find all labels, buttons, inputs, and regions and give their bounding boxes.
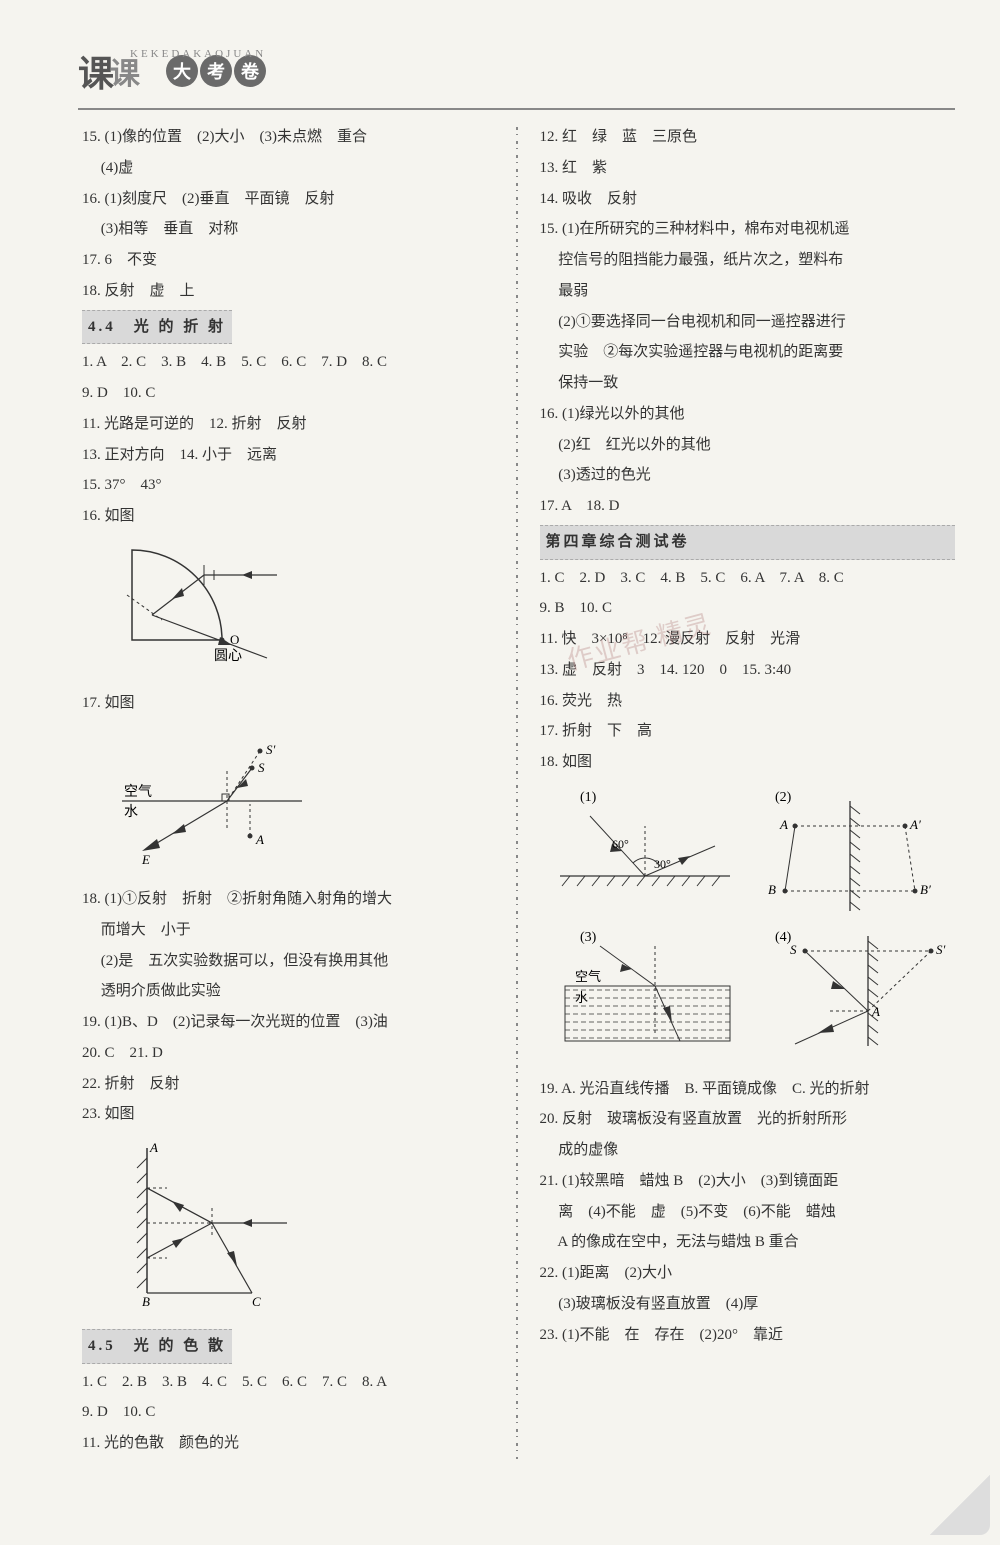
section-heading: 4.5 光 的 色 散 [82, 1329, 232, 1364]
header-ke-1: 课 [78, 45, 114, 97]
section-heading: 第四章综合测试卷 [540, 525, 956, 560]
label-S: S [258, 760, 265, 775]
answer-line: (2)①要选择同一台电视机和同一遥控器进行 [540, 307, 956, 338]
label-water: 水 [124, 804, 138, 820]
label-S: S [790, 942, 797, 957]
label-Sp: S′ [936, 942, 946, 957]
label-A: A [255, 832, 264, 847]
answer-line: 21. (1)较黑暗 蜡烛 B (2)大小 (3)到镜面距 [540, 1166, 956, 1197]
label-C: C [252, 1294, 261, 1308]
label-30: 30° [654, 857, 671, 871]
answer-line: 9. D 10. C [82, 378, 498, 409]
label-center: 圆心 [214, 648, 242, 664]
left-column: 15. (1)像的位置 (2)大小 (3)未点燃 重合 (4)虚 16. (1)… [82, 122, 516, 1459]
answer-line: (3)相等 垂直 对称 [82, 214, 498, 245]
answer-line: 17. A 18. D [540, 491, 956, 522]
answer-line: (2)是 五次实验数据可以，但没有换用其他 [82, 946, 498, 977]
answer-line: (4)虚 [82, 153, 498, 184]
answer-line: 1. C 2. B 3. B 4. C 5. C 6. C 7. C 8. A [82, 1367, 498, 1398]
label-1: (1) [580, 790, 597, 805]
answer-line: 15. (1)在所研究的三种材料中，棉布对电视机遥 [540, 214, 956, 245]
answer-line: (2)红 红光以外的其他 [540, 430, 956, 461]
answer-line: 16. 荧光 热 [540, 686, 956, 717]
figure-17: 空气 水 S′ S A E [112, 726, 498, 878]
answer-line: 14. 吸收 反射 [540, 184, 956, 215]
answer-line: 11. 光路是可逆的 12. 折射 反射 [82, 409, 498, 440]
answer-line: 1. A 2. C 3. B 4. B 5. C 6. C 7. D 8. C [82, 347, 498, 378]
answer-line: (3)玻璃板没有竖直放置 (4)厚 [540, 1289, 956, 1320]
answer-line: 12. 红 绿 蓝 三原色 [540, 122, 956, 153]
label-60: 60° [612, 837, 629, 851]
answer-line: 18. 反射 虚 上 [82, 276, 498, 307]
answer-line: 20. 反射 玻璃板没有竖直放置 光的折射所形 [540, 1104, 956, 1135]
answer-line: 18. (1)①反射 折射 ②折射角随入射角的增大 [82, 884, 498, 915]
answer-line: 13. 红 紫 [540, 153, 956, 184]
answer-line: 17. 6 不变 [82, 245, 498, 276]
label-Sp: S′ [266, 742, 276, 757]
right-column: 12. 红 绿 蓝 三原色 13. 红 紫 14. 吸收 反射 15. (1)在… [518, 122, 956, 1459]
answer-line: 控信号的阻挡能力最强，纸片次之，塑料布 [540, 245, 956, 276]
label-air: 空气 [575, 969, 601, 984]
answer-line: 17. 折射 下 高 [540, 716, 956, 747]
answer-line: 最弱 [540, 276, 956, 307]
answer-line: 而增大 小于 [82, 915, 498, 946]
content-area: 15. (1)像的位置 (2)大小 (3)未点燃 重合 (4)虚 16. (1)… [0, 107, 1000, 1459]
answer-line: 20. C 21. D [82, 1038, 498, 1069]
answer-line: 1. C 2. D 3. C 4. B 5. C 6. A 7. A 8. C [540, 563, 956, 594]
answer-line: 离 (4)不能 虚 (5)不变 (6)不能 蜡烛 [540, 1197, 956, 1228]
answer-line: 23. 如图 [82, 1099, 498, 1130]
label-Bp: B′ [920, 882, 931, 897]
answer-line: 13. 正对方向 14. 小于 远离 [82, 440, 498, 471]
answer-line: 19. (1)B、D (2)记录每一次光斑的位置 (3)油 [82, 1007, 498, 1038]
label-2: (2) [775, 790, 792, 805]
header-rule [78, 108, 955, 110]
page-header: 课 课 KEKEDAKAOJUAN 大 考 卷 [0, 0, 1000, 107]
answer-line: A 的像成在空中，无法与蜡烛 B 重合 [540, 1227, 956, 1258]
label-air: 空气 [124, 784, 152, 800]
figure-16: O 圆心 [112, 540, 498, 682]
answer-line: 成的虚像 [540, 1135, 956, 1166]
answer-line: 15. (1)像的位置 (2)大小 (3)未点燃 重合 [82, 122, 498, 153]
section-heading: 4.4 光 的 折 射 [82, 310, 232, 345]
label-A: A [779, 817, 788, 832]
answer-line: (3)透过的色光 [540, 460, 956, 491]
answer-line: 11. 光的色散 颜色的光 [82, 1428, 498, 1459]
answer-line: 23. (1)不能 在 存在 (2)20° 靠近 [540, 1320, 956, 1351]
answer-line: 22. (1)距离 (2)大小 [540, 1258, 956, 1289]
answer-line: 9. D 10. C [82, 1397, 498, 1428]
figure-23: A B C [112, 1138, 498, 1320]
answer-line: 15. 37° 43° [82, 470, 498, 501]
answer-line: 16. (1)绿光以外的其他 [540, 399, 956, 430]
answer-line: 22. 折射 反射 [82, 1069, 498, 1100]
label-B: B [768, 882, 776, 897]
answer-line: 16. 如图 [82, 501, 498, 532]
answer-line: 16. (1)刻度尺 (2)垂直 平面镜 反射 [82, 184, 498, 215]
label-B: B [142, 1294, 150, 1308]
answer-line: 保持一致 [540, 368, 956, 399]
label-3: (3) [580, 930, 597, 945]
answer-line: 透明介质做此实验 [82, 976, 498, 1007]
label-Ap: A′ [909, 817, 921, 832]
answer-line: 19. A. 光沿直线传播 B. 平面镜成像 C. 光的折射 [540, 1074, 956, 1105]
header-pinyin: KEKEDAKAOJUAN [130, 48, 266, 60]
answer-line: 9. B 10. C [540, 593, 956, 624]
answer-line: 17. 如图 [82, 688, 498, 719]
label-water: 水 [575, 990, 588, 1005]
label-O: O [230, 632, 239, 647]
answer-line: 18. 如图 [540, 747, 956, 778]
label-E: E [141, 852, 150, 866]
figure-18: (1) 60° 30° [550, 786, 956, 1068]
page-corner [930, 1475, 990, 1535]
label-A4: A [871, 1004, 880, 1019]
label-A: A [149, 1140, 158, 1155]
answer-line: 实验 ②每次实验遥控器与电视机的距离要 [540, 337, 956, 368]
